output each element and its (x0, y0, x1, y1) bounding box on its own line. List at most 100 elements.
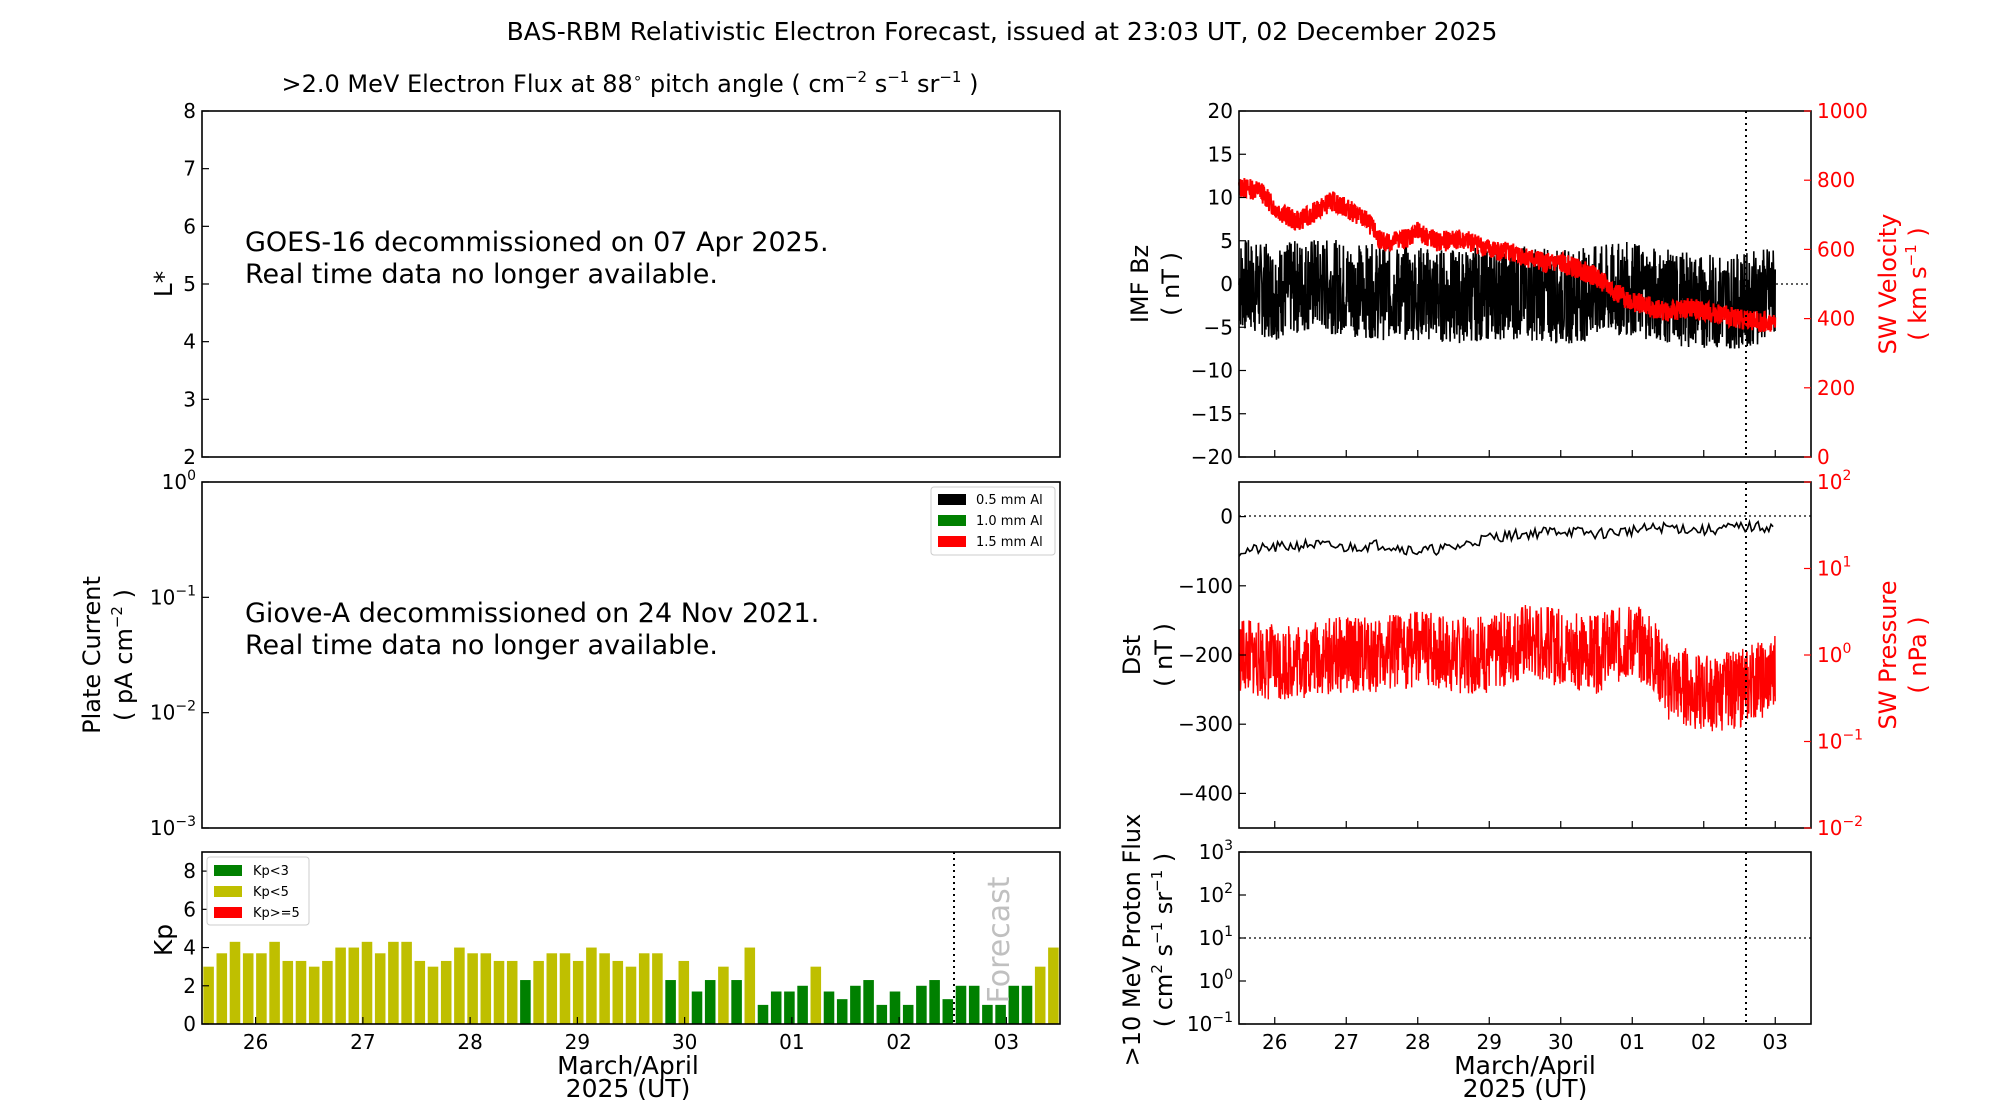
kp-bar (850, 985, 861, 1024)
figure-title: BAS-RBM Relativistic Electron Forecast, … (507, 17, 1498, 46)
imf-panel: −20 −15 −10 −5 0 5 10 15 20 0 200 400 600 800 1000 IM… (1126, 99, 1932, 469)
plate-legend-swatch-2 (938, 536, 966, 547)
imf-ylabel-line2: ( nT ) (1157, 252, 1185, 316)
proton-xtick-label-4: 30 (1548, 1030, 1573, 1054)
imf-right-ytick-label-0: 0 (1817, 445, 1830, 469)
proton-panel: 10−1 100 101 102 103 26 27 28 29 30 01 02 03 >10 Me… (1118, 814, 1812, 1100)
kp-bar (995, 1004, 1006, 1024)
dst-ytick-label-4: 0 (1220, 505, 1233, 529)
dst-ylabel-line1: Dst (1118, 635, 1146, 675)
kp-bar (242, 953, 254, 1024)
imf-ytick-label-1: −15 (1191, 402, 1233, 426)
kp-bar (731, 980, 742, 1024)
proton-ytick-label-1: 100 (1199, 967, 1233, 993)
plate-ytick-label-3: 100 (162, 468, 196, 494)
kp-bar (718, 966, 729, 1024)
flux-ytick-label-1: 3 (183, 387, 196, 411)
kp-xtick-label-0: 26 (243, 1030, 268, 1054)
kp-xtick-label-3: 29 (565, 1030, 590, 1054)
imf-ytick-label-6: 10 (1208, 186, 1233, 210)
plate-note-line1: Giove-A decommissioned on 24 Nov 2021. (245, 598, 819, 629)
kp-bar (493, 960, 505, 1024)
dst-right-ytick-label-4: 102 (1817, 468, 1851, 494)
proton-xtick-label-7: 03 (1763, 1030, 1788, 1054)
imf-ylabel-line1: IMF Bz (1126, 245, 1154, 323)
plate-ytick-label-0: 10−3 (150, 814, 196, 840)
imf-right-ytick-label-3: 600 (1817, 237, 1855, 261)
plate-legend-label-2: 1.5 mm Al (976, 535, 1043, 550)
kp-bar (599, 953, 610, 1024)
kp-bar (929, 980, 940, 1024)
kp-bar (638, 953, 650, 1024)
imf-ytick-label-4: 0 (1220, 272, 1233, 296)
proton-ylabel-line2: ( cm2 s−1 sr−1 ) (1148, 853, 1178, 1028)
kp-bar (665, 980, 676, 1024)
kp-bar (216, 953, 228, 1024)
kp-bar (691, 991, 703, 1024)
imf-ytick-label-2: −10 (1191, 359, 1233, 383)
dst-right-ytick-label-3: 101 (1817, 555, 1851, 581)
kp-bar (612, 960, 624, 1024)
flux-panel: >2.0 MeV Electron Flux at 88∘ pitch angl… (149, 68, 1061, 469)
kp-bar (1008, 985, 1020, 1024)
kp-bar (282, 960, 294, 1024)
proton-xtick-label-6: 02 (1691, 1030, 1716, 1054)
kp-legend-label-0: Kp<3 (253, 864, 289, 879)
proton-xtick-label-2: 28 (1405, 1030, 1430, 1054)
dst-ytick-label-0: −400 (1178, 781, 1233, 805)
kp-bar (308, 966, 320, 1024)
sw-pressure-line (1238, 604, 1776, 732)
kp-bar (823, 991, 835, 1024)
flux-ytick-label-6: 8 (183, 99, 196, 123)
proton-ytick-label-0: 10−1 (1187, 1010, 1233, 1036)
imf-right-ytick-label-1: 200 (1817, 376, 1855, 400)
kp-bar (797, 985, 808, 1024)
kp-bar (836, 999, 848, 1024)
kp-bar (1021, 985, 1033, 1024)
kp-bar (295, 960, 307, 1024)
proton-xlabel-line2: 2025 (UT) (1463, 1074, 1588, 1100)
kp-bar (467, 953, 478, 1024)
flux-note-line1: GOES-16 decommissioned on 07 Apr 2025. (245, 227, 829, 258)
kp-bar (757, 1004, 769, 1024)
kp-bar (427, 966, 439, 1024)
dst-ytick-label-3: −100 (1178, 574, 1233, 598)
kp-bar (256, 953, 267, 1024)
kp-bar (586, 947, 597, 1024)
dst-right-ytick-label-0: 10−2 (1817, 814, 1863, 840)
plate-note-line2: Real time data no longer available. (245, 630, 718, 661)
proton-ytick-label-3: 102 (1199, 881, 1233, 907)
kp-bar (902, 1004, 914, 1024)
kp-bar (533, 960, 544, 1024)
plate-legend: 0.5 mm Al 1.0 mm Al 1.5 mm Al (930, 486, 1056, 556)
flux-note-line2: Real time data no longer available. (245, 259, 718, 290)
dst-right-ytick-label-2: 100 (1817, 641, 1851, 667)
plate-legend-label-1: 1.0 mm Al (976, 514, 1043, 529)
dst-right-ytick-label-1: 10−1 (1817, 728, 1863, 754)
imf-ytick-label-3: −5 (1204, 315, 1233, 339)
imf-ytick-label-0: −20 (1191, 445, 1233, 469)
proton-xtick-label-0: 26 (1262, 1030, 1287, 1054)
kp-bar (876, 1004, 888, 1024)
kp-bar (401, 941, 412, 1024)
kp-bar (388, 941, 399, 1024)
flux-ytick-label-2: 4 (183, 330, 196, 354)
kp-bar (559, 953, 571, 1024)
kp-ytick-label-2: 4 (183, 936, 196, 960)
plate-ytick-label-2: 10−1 (150, 583, 196, 609)
imf-right-ytick-label-2: 400 (1817, 307, 1855, 331)
flux-panel-title: >2.0 MeV Electron Flux at 88∘ pitch angl… (282, 68, 979, 98)
kp-ylabel: Kp (149, 924, 178, 956)
plate-legend-swatch-1 (938, 515, 966, 526)
kp-bar (269, 941, 280, 1024)
kp-bar (982, 1004, 993, 1024)
kp-bar (440, 960, 452, 1024)
imf-ytick-label-8: 20 (1208, 99, 1233, 123)
kp-bar (414, 960, 426, 1024)
kp-xtick-label-5: 01 (779, 1030, 804, 1054)
kp-legend-swatch-2 (214, 907, 242, 918)
flux-ytick-label-4: 6 (183, 214, 196, 238)
